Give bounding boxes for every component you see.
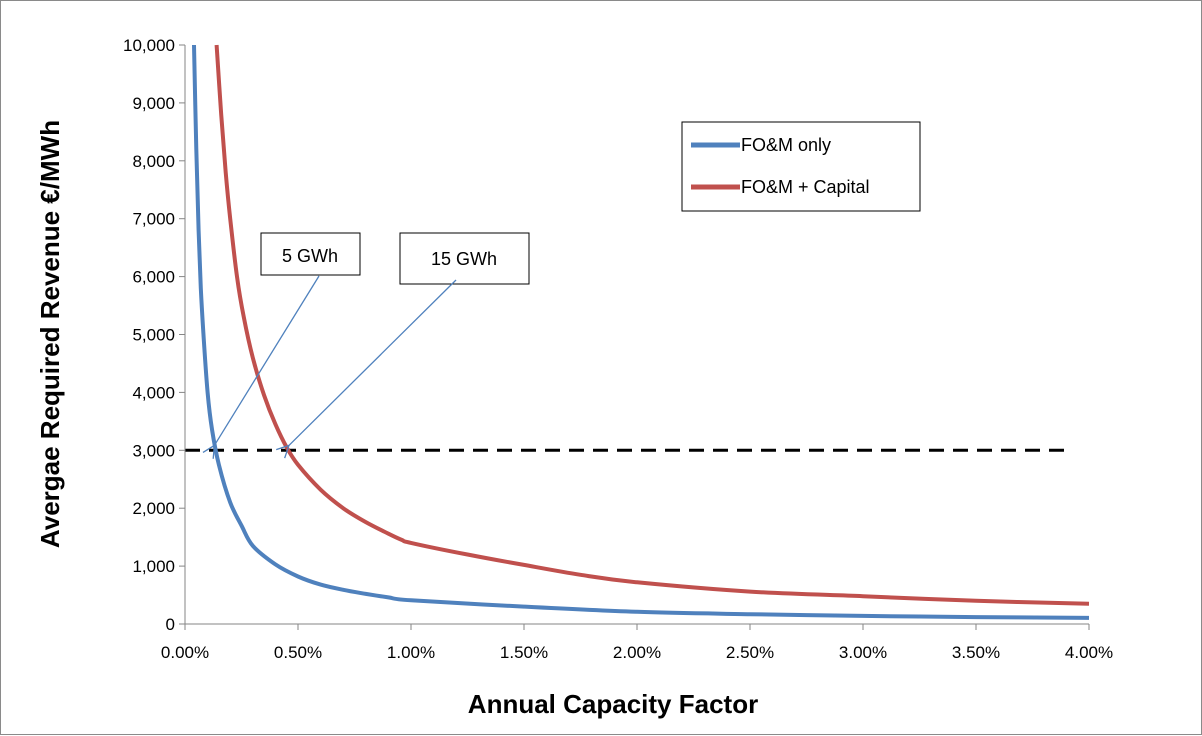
- y-tick-label: 9,000: [132, 94, 175, 113]
- y-tick-label: 8,000: [132, 152, 175, 171]
- annotation-5-gwh: 5 GWh: [214, 232, 361, 445]
- y-tick-label: 6,000: [132, 268, 175, 287]
- annotation-5-gwh-box: [260, 232, 361, 276]
- x-tick-label: 3.50%: [952, 643, 1000, 662]
- y-tick-label: 5,000: [132, 326, 175, 345]
- y-tick-label: 1,000: [132, 557, 175, 576]
- annotation-5-gwh-label: 5 GWh: [282, 246, 338, 266]
- annotation-15-gwh-label: 15 GWh: [431, 249, 497, 269]
- x-tick-label: 2.50%: [726, 643, 774, 662]
- plot-area: [185, 44, 1090, 620]
- y-axis-ticks: 0 1,000 2,000 3,000 4,000 5,000 6,000 7,000 8,00…: [123, 36, 185, 634]
- x-tick-label: 3.00%: [839, 643, 887, 662]
- annotation-15-gwh-box: [399, 232, 530, 285]
- y-tick-label: 4,000: [132, 383, 175, 402]
- annotation-15-gwh: 15 GWh: [289, 232, 530, 445]
- y-tick-label: 3,000: [132, 441, 175, 460]
- y-tick-label: 2,000: [132, 499, 175, 518]
- y-tick-label: 7,000: [132, 210, 175, 229]
- x-tick-label: 4.00%: [1065, 643, 1113, 662]
- x-tick-label: 2.00%: [613, 643, 661, 662]
- x-tick-label: 0.00%: [161, 643, 209, 662]
- x-axis-ticks: 0.00% 0.50% 1.00% 1.50% 2.00% 2.50% 3.00% 3.50%…: [161, 624, 1113, 662]
- y-axis-title: Avergae Required Revenue €/MWh: [35, 120, 65, 548]
- series-line-fom-only: [192, 44, 1090, 620]
- legend-box: [681, 121, 921, 212]
- x-tick-label: 1.50%: [500, 643, 548, 662]
- legend-label-fom-capital: FO&M + Capital: [741, 177, 870, 197]
- annotation-5-gwh-arrow: [214, 275, 320, 445]
- x-axis-title: Annual Capacity Factor: [468, 689, 758, 719]
- legend: FO&M only FO&M + Capital: [681, 121, 921, 212]
- annotation-15-gwh-arrow: [289, 279, 457, 445]
- x-tick-label: 0.50%: [274, 643, 322, 662]
- y-tick-label: 0: [166, 615, 175, 634]
- series-line-fom-capital: [214, 44, 1090, 606]
- x-tick-label: 1.00%: [387, 643, 435, 662]
- legend-label-fom-only: FO&M only: [741, 135, 831, 155]
- y-tick-label: 10,000: [123, 36, 175, 55]
